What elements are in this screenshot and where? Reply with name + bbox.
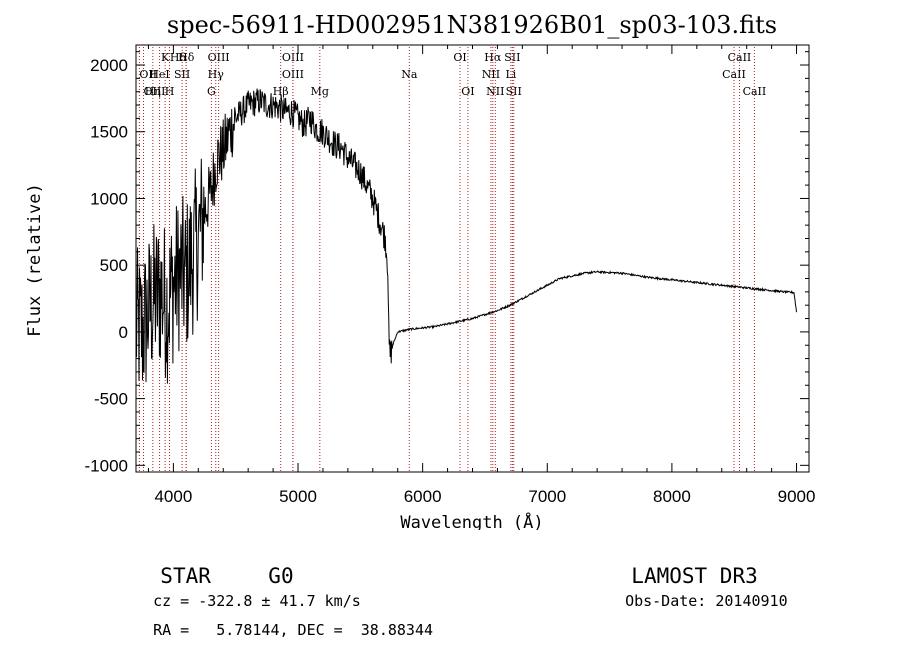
line-label: SII [174,68,190,81]
subclass-label: G0 [268,564,294,588]
plot-frame [135,44,810,473]
y-axis: -1000 -500 0 500 1000 1500 2000 [85,51,809,475]
line-label: SII [504,51,520,64]
spectrum-chart: spec-56911-HD002951N381926B01_sp03-103.f… [25,11,816,530]
line-label: NII [482,68,500,81]
chart-title: spec-56911-HD002951N381926B01_sp03-103.f… [167,11,777,39]
y-tick-label: 0 [119,323,128,342]
line-label: SII [506,85,522,98]
line-label: NII [486,85,504,98]
y-tick-label: 1000 [90,189,128,208]
line-label: HeI [149,68,169,81]
x-axis: 4000 5000 6000 7000 8000 9000 [147,45,816,506]
line-label: OIII [282,51,304,64]
line-label: OIII [208,51,230,64]
spectrum-series [135,88,797,384]
redshift-line: cz = -322.8 ± 41.7 km/s [135,574,361,610]
line-label: OIII [143,85,165,98]
y-tick-label: 500 [100,256,128,275]
x-tick-label: 5000 [279,487,317,506]
survey-label: LAMOST DR3 [631,564,758,588]
line-label: Hα [484,51,502,64]
survey-name: LAMOST DR3 [606,540,758,588]
line-label: CaII [743,85,767,98]
line-label: Hγ [208,68,225,81]
y-tick-label: 1500 [90,123,128,142]
x-tick-label: 7000 [528,487,566,506]
line-label: G [207,85,216,98]
line-label: Mg [311,85,329,98]
y-axis-label: Flux (relative) [25,183,45,337]
line-label: OIII [282,68,304,81]
line-label: Hδ [178,51,195,64]
y-tick-label: 2000 [90,56,128,75]
line-label: Na [401,68,418,81]
line-label: H [165,85,175,98]
x-tick-label: 4000 [154,487,192,506]
line-label: Li [505,68,516,81]
x-tick-label: 9000 [778,487,816,506]
line-label: CaII [728,51,752,64]
y-tick-label: -500 [94,390,128,409]
object-class: STAR [135,540,211,588]
x-axis-label: Wavelength (Å) [400,511,543,530]
obs-date-text: Obs-Date: 20140910 [625,592,788,610]
class-label: STAR [160,564,211,588]
line-label: Hη [145,85,161,98]
line-label: K [161,51,170,64]
line-label: Hδ [170,51,187,64]
line-label: OI [453,51,466,64]
x-tick-label: 8000 [653,487,691,506]
line-label: CaII [722,68,746,81]
flux-line [135,88,797,384]
y-tick-label: -1000 [85,456,128,475]
line-label: OI [461,85,474,98]
object-subclass: G0 [243,540,294,588]
redshift-text: cz = -322.8 ± 41.7 km/s [153,592,361,610]
obs-date-line: Obs-Date: 20140910 [607,574,788,610]
line-label: Hβ [273,85,289,98]
coordinates-line: RA = 5.78144, DEC = 38.88344 [135,603,433,639]
x-tick-label: 6000 [404,487,442,506]
coordinates-text: RA = 5.78144, DEC = 38.88344 [153,621,434,639]
